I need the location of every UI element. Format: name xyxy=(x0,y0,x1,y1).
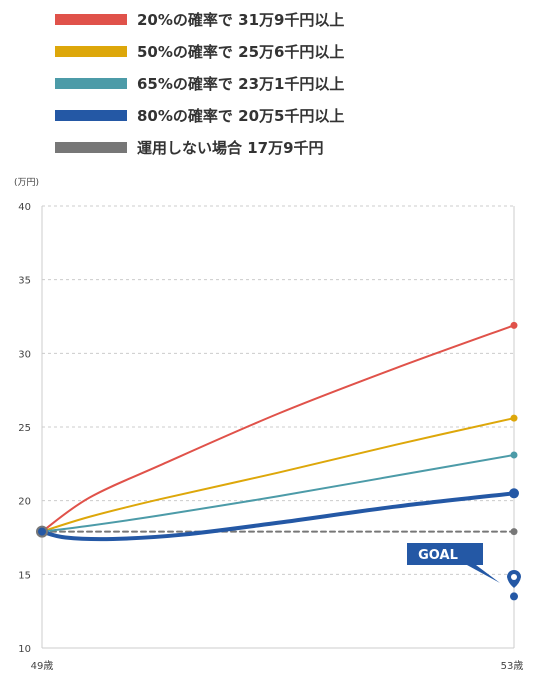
y-tick-label: 15 xyxy=(18,570,31,581)
y-tick-label: 20 xyxy=(18,497,31,508)
y-unit-label: (万円) xyxy=(14,177,39,188)
goal-point xyxy=(510,592,518,601)
series-end-point xyxy=(510,528,518,536)
series-line xyxy=(41,453,515,533)
goal-callout xyxy=(407,543,500,583)
series-line xyxy=(41,417,515,533)
legend-item: 50%の確率で 25万6千円以上 xyxy=(55,35,535,67)
goal-label: GOAL xyxy=(418,548,458,563)
series-line xyxy=(40,491,516,542)
legend-item: 80%の確率で 20万5千円以上 xyxy=(55,99,535,131)
y-tick-label: 35 xyxy=(18,276,31,287)
legend-swatch xyxy=(55,45,127,57)
legend-swatch xyxy=(55,109,127,121)
y-tick-label: 10 xyxy=(18,644,31,655)
series-end-point xyxy=(510,414,518,422)
legend-item: 65%の確率で 23万1千円以上 xyxy=(55,67,535,99)
x-tick-label: 53歳 xyxy=(501,660,524,672)
x-tick-label: 49歳 xyxy=(31,660,54,672)
series-line xyxy=(41,324,515,533)
legend-label: 20%の確率で 31万9千円以上 xyxy=(137,10,345,29)
legend-label: 50%の確率で 25万6千円以上 xyxy=(137,42,345,61)
legend-item: 20%の確率で 31万9千円以上 xyxy=(55,3,535,35)
y-tick-label: 30 xyxy=(18,349,31,360)
legend-label: 80%の確率で 20万5千円以上 xyxy=(137,106,345,125)
legend-item: 運用しない場合 17万9千円 xyxy=(55,131,535,163)
series-end-point xyxy=(510,321,518,329)
legend-swatch xyxy=(55,77,127,89)
legend-swatch xyxy=(55,141,127,153)
legend-label: 運用しない場合 17万9千円 xyxy=(137,138,324,157)
start-point xyxy=(36,525,48,538)
series-end-point xyxy=(510,451,518,459)
goal-pin-hole xyxy=(511,574,517,580)
legend-label: 65%の確率で 23万1千円以上 xyxy=(137,74,345,93)
legend-swatch xyxy=(55,13,127,25)
legend: 20%の確率で 31万9千円以上 50%の確率で 25万6千円以上 65%の確率で … xyxy=(55,3,535,163)
y-tick-label: 25 xyxy=(18,423,31,434)
series-end-point xyxy=(509,488,519,499)
y-tick-label: 40 xyxy=(18,202,31,213)
